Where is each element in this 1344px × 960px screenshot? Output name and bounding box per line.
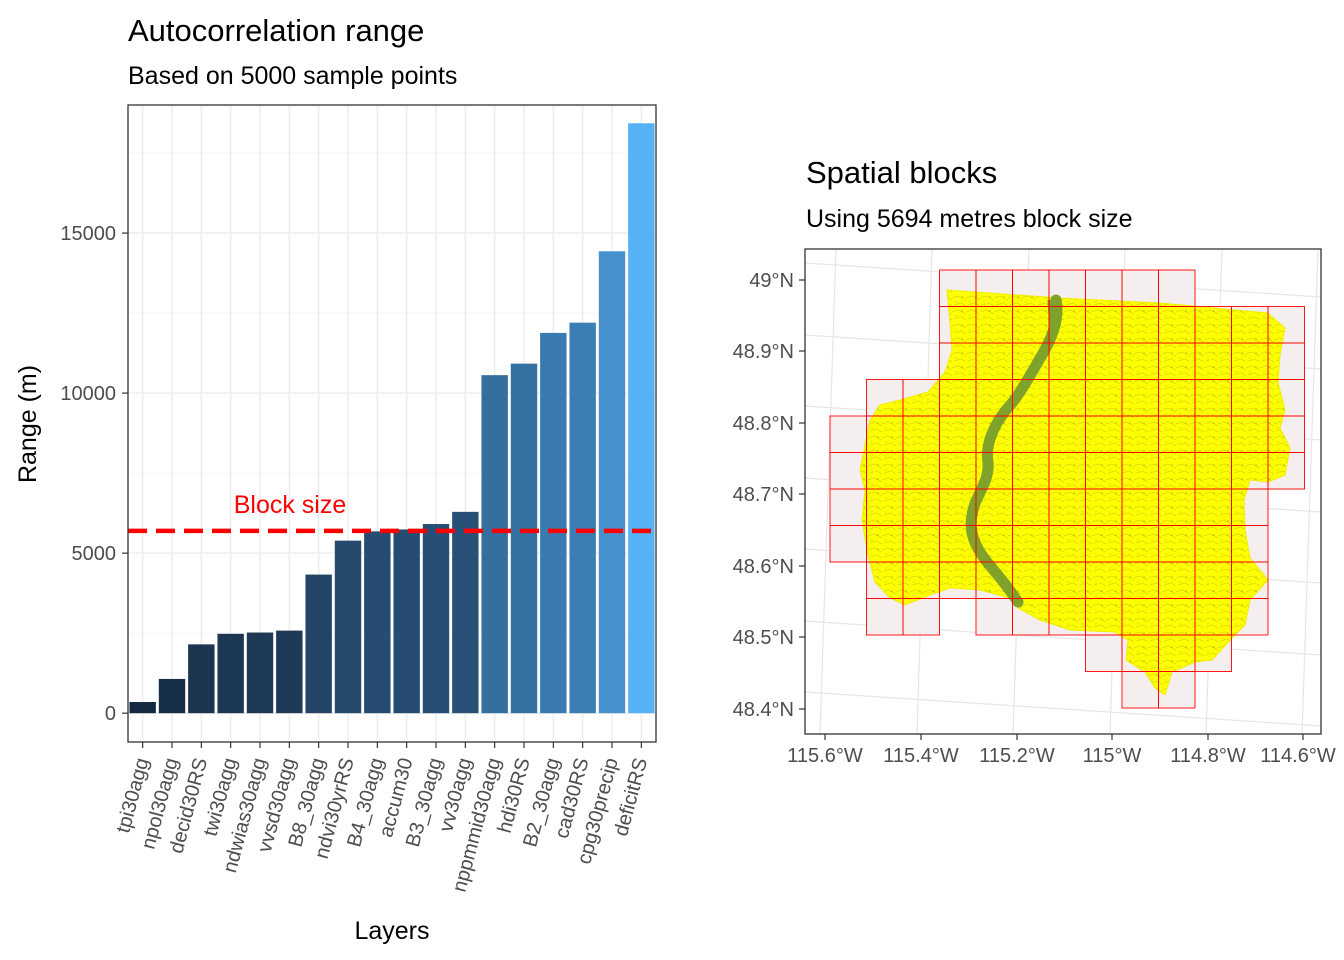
y-tick-label: 15000 [60, 223, 116, 245]
bar-plot-area [128, 105, 656, 742]
bar-ndwias30agg [246, 632, 274, 714]
block-size-label: Block size [234, 491, 347, 519]
lat-tick-label: 48.6°N [733, 556, 794, 578]
map-subtitle: Using 5694 metres block size [806, 205, 1133, 233]
spatial-block [1231, 598, 1269, 636]
bar-npol30agg [158, 678, 186, 714]
bars [129, 123, 655, 714]
bar-x-ticks: tpi30aggnpol30aggdecid30RStwi30aggndwias… [112, 742, 652, 894]
bar-decid30RS [188, 644, 215, 714]
y-tick-label: 0 [105, 703, 116, 725]
bar-B2_30agg [540, 332, 567, 714]
lat-tick-label: 48.4°N [733, 699, 794, 721]
bar-tpi30agg [129, 701, 156, 714]
bar-chart-title: Autocorrelation range [128, 13, 424, 48]
lat-tick-label: 49°N [749, 270, 794, 292]
block-fill [830, 525, 867, 562]
lat-tick-label: 48.7°N [733, 484, 794, 506]
lon-tick-label: 115.2°W [979, 745, 1055, 767]
bar-twi30agg [217, 633, 244, 714]
lon-tick-label: 115.6°W [787, 745, 863, 767]
bar-B3_30agg [422, 524, 450, 714]
lon-tick-label: 114.6°W [1260, 745, 1336, 767]
map-plot-border [804, 248, 1322, 735]
spatial-blocks-grid [829, 269, 1305, 709]
spatial-block [902, 598, 940, 636]
bar-cpg30precip [598, 251, 626, 714]
bar-deficitRS [628, 123, 655, 714]
bar-accum30 [393, 529, 420, 714]
lon-tick-label: 115°W [1083, 745, 1142, 767]
river [965, 294, 1063, 608]
river-upper [1047, 299, 1055, 331]
block-fill [866, 598, 903, 635]
watershed-raster [859, 289, 1291, 696]
block-fill [976, 598, 1013, 635]
lon-tick-label: 115.4°W [883, 745, 959, 767]
lat-tick-label: 48.9°N [733, 341, 794, 363]
block-fill [830, 489, 867, 526]
block-fill [903, 598, 940, 635]
bar-x-axis-title: Layers [354, 917, 429, 945]
lat-tick-label: 48.5°N [733, 627, 794, 649]
map-title: Spatial blocks [806, 155, 997, 190]
block-fill [1158, 270, 1195, 307]
map-lon-ticks: 115.6°W 115.4°W 115.2°W 115°W 114.8°W 11… [787, 734, 1336, 767]
bar-chart-panel: Autocorrelation range Based on 5000 samp… [14, 13, 657, 945]
bar-hdi30RS [510, 363, 538, 714]
map-lat-ticks: 48.4°N 48.5°N 48.6°N 48.7°N 48.8°N 48.9°… [733, 270, 805, 721]
spatial-block [1267, 452, 1305, 490]
bar-nppmmid30agg [481, 375, 508, 714]
block-fill [1085, 635, 1122, 672]
bar-vv30agg [452, 511, 479, 714]
bar-chart-subtitle: Based on 5000 sample points [128, 62, 457, 90]
bar-B4_30agg [364, 531, 391, 714]
block-fill [1122, 270, 1159, 307]
bar-plot-border [127, 104, 657, 743]
lon-tick-label: 114.8°W [1170, 745, 1246, 767]
bar-ndvi30yrRS [334, 540, 362, 714]
bar-cad30RS [569, 322, 596, 714]
bar-B8_30agg [305, 574, 332, 714]
bar-y-axis-title: Range (m) [14, 365, 42, 483]
spatial-block [1158, 671, 1196, 709]
spatial-block [1194, 634, 1232, 672]
bar-y-ticks: 0 5000 10000 15000 [60, 223, 128, 725]
block-fill [830, 416, 867, 453]
y-tick-label: 10000 [60, 383, 116, 405]
map-panel: Spatial blocks Using 5694 metres block s… [733, 155, 1336, 767]
bar-vvsd30agg [276, 630, 303, 714]
y-tick-label: 5000 [72, 543, 117, 565]
lat-tick-label: 48.8°N [733, 413, 794, 435]
